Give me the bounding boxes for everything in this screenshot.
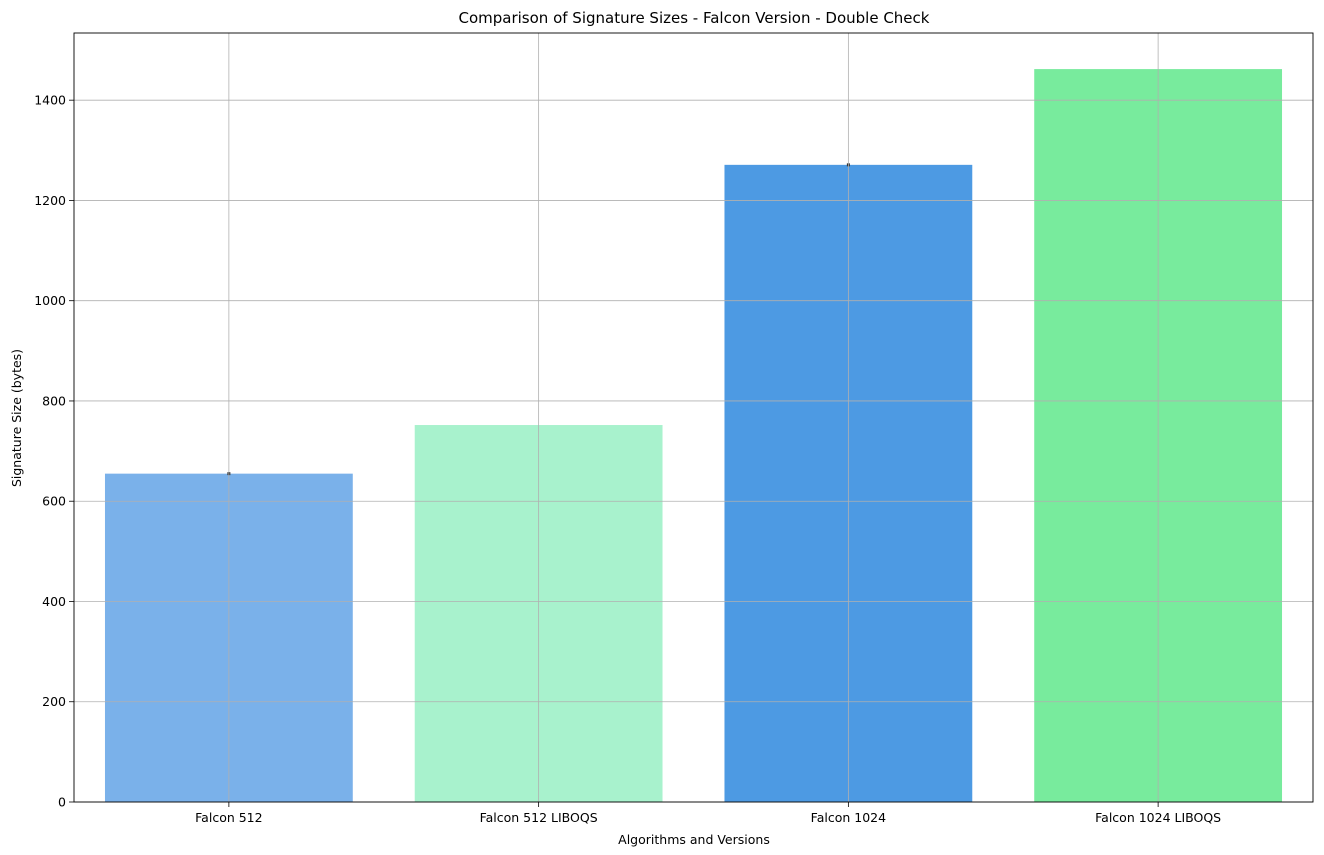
x-axis-label: Algorithms and Versions <box>618 832 770 847</box>
y-tick-label: 0 <box>58 795 66 810</box>
x-tick-label: Falcon 1024 LIBOQS <box>1095 810 1221 825</box>
y-tick-label: 800 <box>42 393 66 408</box>
axes-frame <box>73 32 1314 803</box>
x-tick-label: Falcon 512 LIBOQS <box>480 810 598 825</box>
x-tick-label: Falcon 1024 <box>811 810 886 825</box>
y-tick-label: 1000 <box>34 293 66 308</box>
plot-area: 0 200 400 600 800 1000 1200 1400 Falcon 512 Falco… <box>34 32 1314 825</box>
chart-title: Comparison of Signature Sizes - Falcon V… <box>459 9 930 27</box>
y-tick-label: 1200 <box>34 193 66 208</box>
y-axis-label: Signature Size (bytes) <box>9 349 24 487</box>
y-tick-label: 600 <box>42 494 66 509</box>
y-tick-label: 200 <box>42 694 66 709</box>
x-tick-label: Falcon 512 <box>195 810 262 825</box>
y-tick-label: 400 <box>42 594 66 609</box>
y-tick-label: 1400 <box>34 93 66 108</box>
